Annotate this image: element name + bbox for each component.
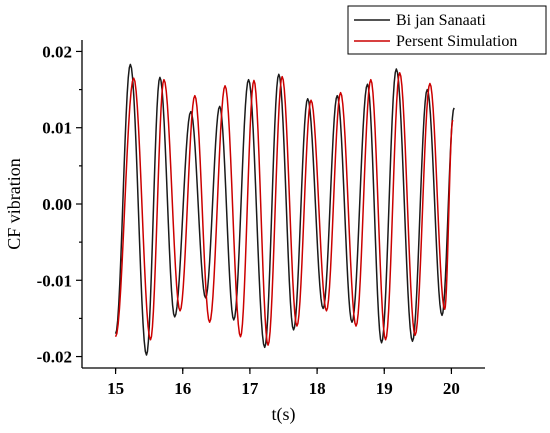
- y-tick-label: 0.00: [42, 195, 72, 214]
- y-tick-label: -0.02: [37, 348, 72, 367]
- x-ticks: 15 16 17 18 19 20: [107, 368, 460, 398]
- x-tick-label: 17: [241, 379, 259, 398]
- x-tick-label: 20: [443, 379, 460, 398]
- x-tick-label: 16: [174, 379, 191, 398]
- x-tick-label: 19: [376, 379, 393, 398]
- x-tick-label: 15: [107, 379, 124, 398]
- y-ticks: -0.02 -0.01 0.00 0.01 0.02: [37, 42, 82, 367]
- x-axis-title: t(s): [272, 404, 296, 425]
- legend: Bi jan Sanaati Persent Simulation: [347, 5, 547, 55]
- legend-box: [347, 5, 547, 55]
- series-line-1: [114, 72, 454, 346]
- series-line-0: [114, 63, 455, 356]
- x-tick-label: 18: [309, 379, 326, 398]
- y-axis-title: CF vibration: [4, 158, 24, 250]
- plot-lines: [114, 63, 455, 356]
- legend-label-persent-simulation: Persent Simulation: [396, 33, 517, 50]
- legend-label-bi-jan-sanaati: Bi jan Sanaati: [396, 12, 486, 29]
- y-tick-label: 0.01: [42, 119, 72, 138]
- y-tick-label: 0.02: [42, 42, 72, 61]
- y-tick-label: -0.01: [37, 271, 72, 290]
